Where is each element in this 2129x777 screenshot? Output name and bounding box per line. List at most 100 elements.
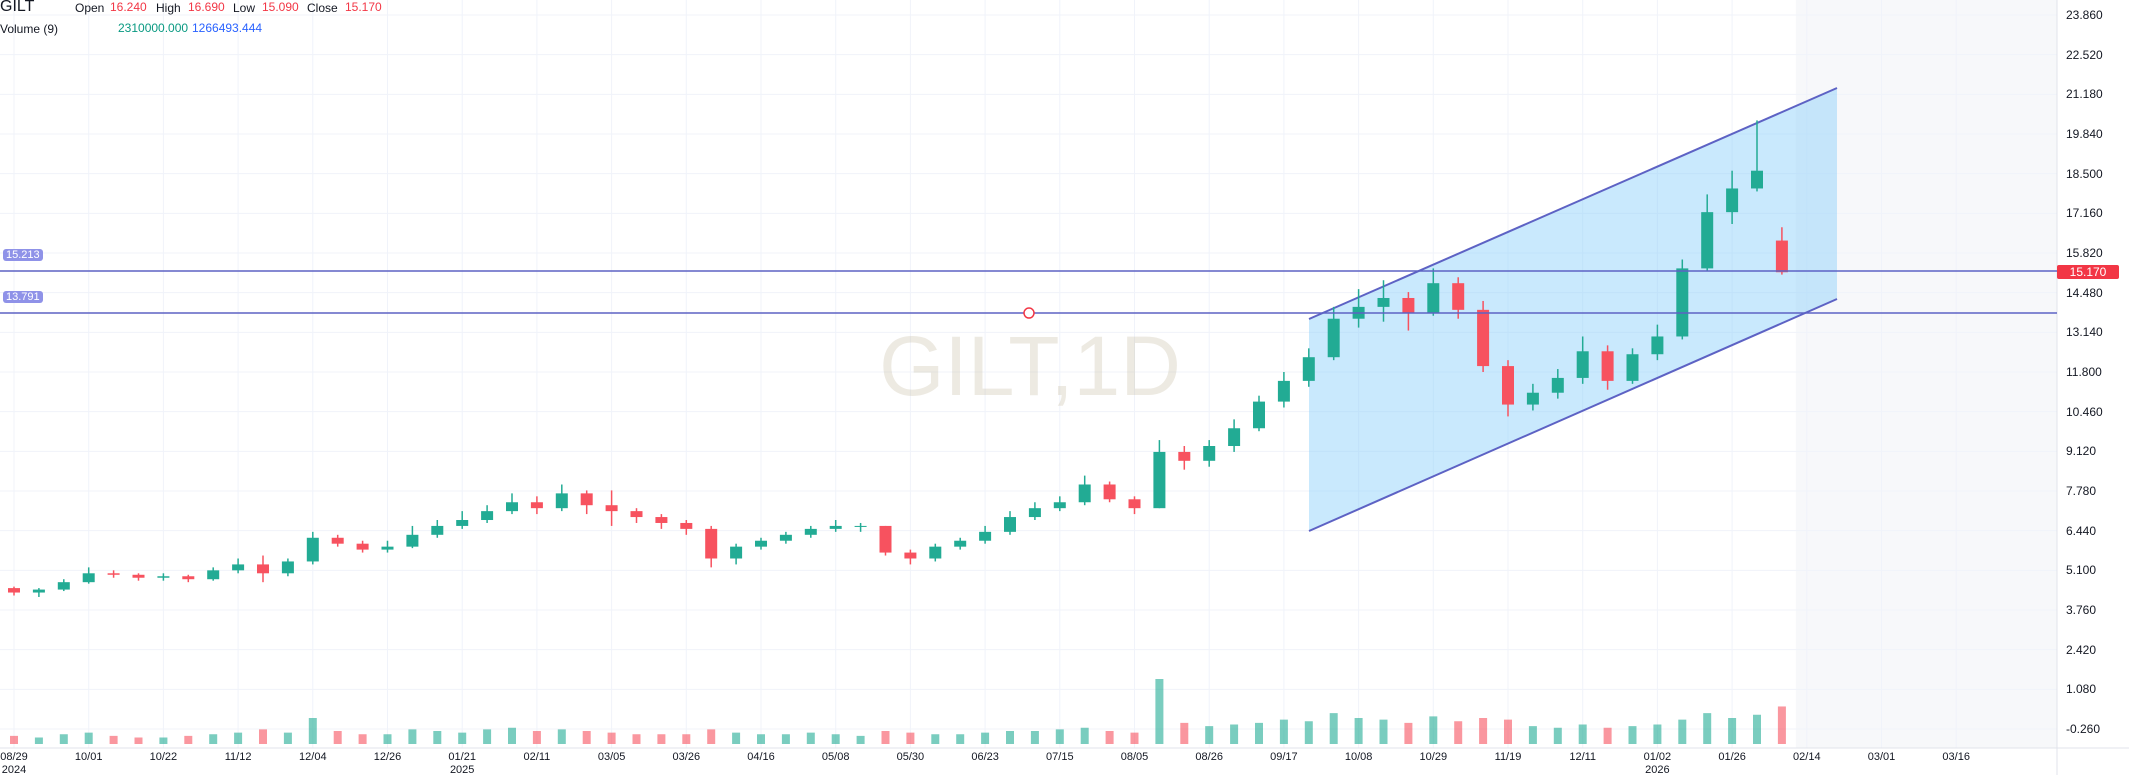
candle-body <box>755 540 767 547</box>
candle-body <box>1477 309 1490 367</box>
low-value: 15.090 <box>262 0 299 14</box>
high-label: High <box>156 1 181 15</box>
x-tick-label: 05/08 <box>821 751 850 763</box>
volume-bar <box>981 732 990 744</box>
volume-bar <box>1429 716 1438 744</box>
y-tick-label: 2.420 <box>2066 642 2097 657</box>
y-tick-label: 13.140 <box>2066 325 2103 340</box>
candle-body <box>1701 212 1714 269</box>
volume-bar <box>557 729 566 744</box>
y-tick-label: 14.480 <box>2066 285 2103 300</box>
candle-body <box>904 552 917 559</box>
x-tick-label: 01/26 <box>1718 751 1746 763</box>
x-tick-label: 02/14 <box>1793 751 1821 763</box>
y-tick-label: 23.860 <box>2066 8 2103 22</box>
y-tick-label: 3.760 <box>2066 603 2097 617</box>
candle-body <box>456 520 469 526</box>
volume-bar <box>59 734 68 744</box>
y-tick-label: 10.460 <box>2066 404 2103 419</box>
candle-body <box>1277 380 1290 402</box>
volume-bar <box>483 729 492 744</box>
volume-bar <box>1155 679 1164 744</box>
x-tick-label: 03/05 <box>597 751 626 763</box>
horizontal-line-label: 15.213 <box>3 248 43 261</box>
candle-body <box>1153 451 1166 509</box>
open-label: Open <box>75 1 105 15</box>
candle-body <box>1203 446 1216 461</box>
y-tick-label: 18.500 <box>2066 166 2103 181</box>
y-tick-label: 6.440 <box>2066 523 2097 538</box>
volume-bar <box>1030 731 1039 744</box>
volume-bar <box>1080 727 1089 744</box>
candle-body <box>1676 268 1689 337</box>
y-tick-label: 7.780 <box>2066 484 2097 498</box>
future-area <box>1795 0 2057 748</box>
volume-bar <box>806 732 815 744</box>
candle-body <box>107 573 120 575</box>
candle-body <box>406 534 419 547</box>
candle-body <box>630 511 643 518</box>
y-tick-label: 9.120 <box>2066 444 2097 459</box>
candle-body <box>1128 499 1141 509</box>
anchor-point <box>1023 307 1035 319</box>
volume-bar <box>1678 719 1687 744</box>
volume-bar <box>1180 722 1189 744</box>
volume-bar <box>1130 732 1139 744</box>
x-tick-label: 01/21 2025 <box>448 751 476 776</box>
volume-value: 2310000.000 <box>118 21 189 35</box>
candle-body <box>1253 401 1265 429</box>
volume-bar <box>707 729 716 744</box>
volume-bar <box>1603 727 1612 744</box>
y-tick-label: 11.800 <box>2066 365 2102 379</box>
candle-body <box>1327 318 1340 358</box>
volume-bar <box>1230 724 1239 744</box>
volume-bar <box>582 731 591 744</box>
candle-body <box>257 564 269 574</box>
x-tick-label: 11/19 <box>1494 751 1522 763</box>
x-tick-label: 03/26 <box>672 751 701 763</box>
volume-bar <box>134 737 143 744</box>
volume-bar <box>1528 726 1537 744</box>
horizontal-line-label: 13.791 <box>3 291 43 304</box>
price-tag: 15.170 <box>2057 265 2119 280</box>
candle-body <box>1004 517 1016 532</box>
low-label: Low <box>233 1 256 15</box>
candle-body <box>1502 366 1514 405</box>
volume-bar <box>358 734 367 744</box>
candle-body <box>1402 297 1415 313</box>
volume-bar <box>1304 721 1313 744</box>
candle-body <box>1551 377 1564 393</box>
volume-bar <box>1105 731 1114 744</box>
volume-bar <box>234 732 243 744</box>
x-tick-label: 08/29 2024 <box>0 751 28 776</box>
volume-ma-value: 1266493.444 <box>192 21 263 35</box>
volume-bar <box>458 732 467 744</box>
x-tick-label: 12/26 <box>373 751 402 763</box>
candle-body <box>157 576 170 578</box>
x-tick-label: 05/30 <box>896 751 925 763</box>
y-tick-label: 17.160 <box>2066 206 2103 221</box>
volume-bar <box>84 732 93 744</box>
x-tick-label: 08/26 <box>1195 751 1223 763</box>
x-tick-label: 10/08 <box>1344 751 1373 763</box>
candle-body <box>1302 357 1315 381</box>
candle-body <box>1526 392 1539 405</box>
volume-bar <box>1329 713 1338 744</box>
candle-body <box>1751 170 1763 189</box>
volume-bar <box>1006 731 1014 744</box>
x-tick-label: 10/29 <box>1419 751 1448 763</box>
candle-body <box>804 528 817 535</box>
volume-bar <box>757 734 765 744</box>
candle-body <box>1053 502 1066 509</box>
close-value: 15.170 <box>345 0 382 14</box>
watermark: GILT,1D <box>879 319 1181 413</box>
y-tick-label: -0.260 <box>2066 722 2101 736</box>
volume-bar <box>1479 718 1488 744</box>
volume-bar <box>1504 719 1512 744</box>
channel-upper <box>1308 87 1838 320</box>
volume-bar <box>1205 726 1214 744</box>
x-tick-label: 12/11 <box>1569 751 1597 763</box>
candle-body <box>954 540 967 547</box>
volume-bar <box>1777 706 1786 744</box>
candle-body <box>680 522 693 529</box>
